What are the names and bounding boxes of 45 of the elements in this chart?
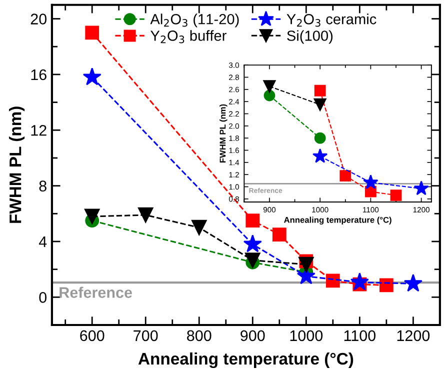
point xyxy=(82,68,102,86)
point xyxy=(390,190,402,201)
x-tick-label: 1100 xyxy=(344,330,376,342)
y-axis-title: FWHM PL (nm) xyxy=(9,106,25,223)
legend-label: Si(100) xyxy=(287,30,333,44)
y-tick-label: 0 xyxy=(39,292,47,303)
point xyxy=(379,278,394,292)
point xyxy=(326,274,340,288)
point xyxy=(404,274,422,292)
point xyxy=(314,84,326,96)
point xyxy=(312,148,328,163)
x-tick-label: 800 xyxy=(187,330,212,342)
point xyxy=(314,132,326,144)
x-axis-title: Annealing temperature (°C) xyxy=(138,352,354,368)
point xyxy=(340,170,352,182)
point xyxy=(263,80,276,93)
point xyxy=(246,214,260,228)
y-tick-label: 16 xyxy=(31,69,46,80)
point xyxy=(414,180,429,196)
ref-line-label: Reference xyxy=(60,286,132,298)
point xyxy=(84,208,100,224)
y-tick-label: 12 xyxy=(31,125,46,136)
legend-label: Y$_{2}$O$_{3}$ buffer xyxy=(150,30,226,44)
point xyxy=(85,26,100,40)
y-axis-title: FWHM PL (nm) xyxy=(220,104,228,163)
point xyxy=(298,256,314,272)
point xyxy=(363,174,378,190)
point xyxy=(264,90,276,102)
point xyxy=(138,207,154,223)
x-axis-title: Annealing temperature (°C) xyxy=(284,216,392,225)
x-tick-label: 700 xyxy=(134,330,158,342)
x-tick-label: 900 xyxy=(240,330,265,342)
x-tick-label: 600 xyxy=(80,330,104,342)
point xyxy=(314,98,326,111)
legend-label: Al$_{2}$O$_{3}$ (11-20) xyxy=(150,14,239,28)
y-tick-label: 4 xyxy=(38,236,47,248)
point xyxy=(272,228,286,242)
y-tick-label: 20 xyxy=(30,14,47,24)
y-tick-label: 8 xyxy=(39,180,46,192)
point xyxy=(243,234,262,252)
point xyxy=(191,220,207,236)
x-tick-label: 1000 xyxy=(290,330,323,342)
point xyxy=(350,272,369,290)
x-tick-label: 1200 xyxy=(397,330,430,342)
legend-label: Y$_{2}$O$_{3}$ ceramic xyxy=(286,14,376,27)
